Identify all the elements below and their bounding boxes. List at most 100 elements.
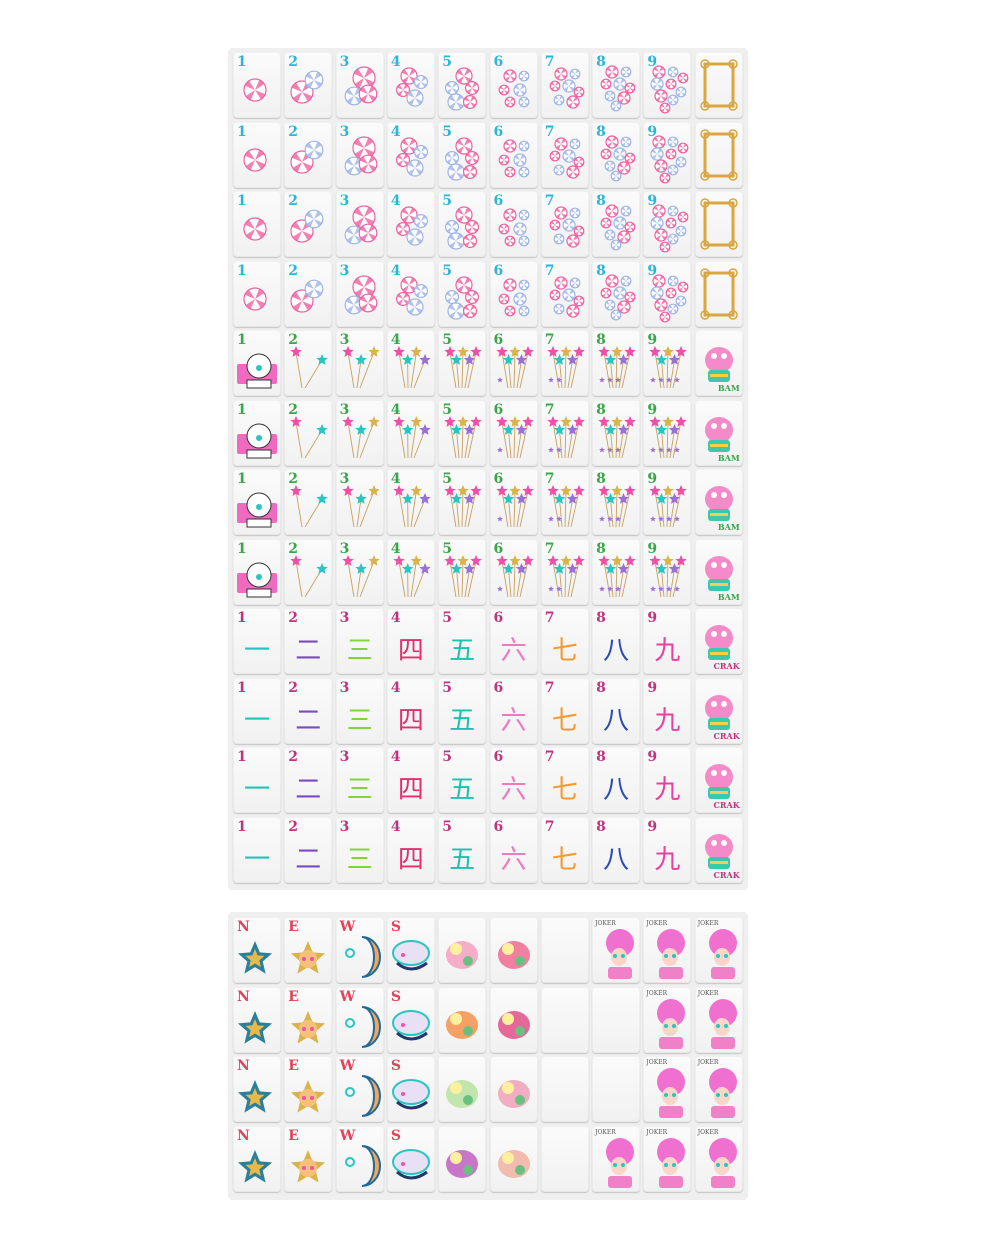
red-dragon-tile: CRAK [694, 677, 743, 744]
cloud-icon [391, 1079, 430, 1110]
wind-tile: S [386, 1056, 435, 1122]
tile-board-top: 1 2 3 4 5 6 7 8 9 1 2 3 4 5 6 7 8 9 1 2 3 4 5 6 7 8 9 1 2 3 4 5 6 7 8 9 1 2 3 4… [228, 48, 748, 890]
tile-number: 2 [288, 401, 299, 418]
tile-number: 3 [339, 679, 350, 696]
tile-number: 3 [339, 749, 350, 765]
candy-icon [600, 273, 636, 320]
wand-icon [237, 423, 277, 458]
wind-tile: E [284, 1056, 333, 1122]
wind-tile: E [284, 1125, 333, 1192]
crak-character: 四 [397, 775, 424, 805]
tile-number: N [237, 1127, 250, 1144]
dots-tile-8: 8 [592, 191, 641, 257]
crak-character: 九 [654, 636, 681, 666]
joker-tile: JOKER [592, 917, 641, 983]
tile-number: 6 [493, 332, 504, 348]
tile-number: 5 [442, 749, 452, 765]
joker-lady-icon [657, 1068, 686, 1118]
red-dragon-tile: CRAK [694, 816, 743, 883]
bams-tile-7: 7 [540, 330, 589, 396]
wand-icon [290, 554, 328, 597]
dots-tile-9: 9 [643, 260, 692, 327]
dots-tile-1: 1 [233, 191, 281, 257]
bams-tile-7: 7 [540, 469, 589, 535]
tile-number: 8 [596, 123, 606, 140]
tile-number: 7 [544, 540, 555, 557]
candy-icon [445, 206, 480, 250]
dragon-icon [704, 764, 733, 799]
joker-lady-icon [708, 929, 737, 979]
tile-number: 4 [390, 540, 401, 557]
crak-character: 五 [449, 775, 476, 805]
tile-number: 7 [544, 749, 555, 765]
tile-number: 1 [237, 679, 247, 696]
joker-tile: JOKER [694, 986, 743, 1053]
wand-icon [598, 415, 636, 458]
flower-icon [446, 1149, 479, 1178]
wand-icon [649, 346, 688, 389]
tile-number: 7 [544, 262, 555, 279]
tile-number: W [339, 919, 356, 935]
crak-character: 二 [295, 705, 322, 736]
candy-icon [395, 67, 428, 107]
candy-icon [344, 205, 377, 245]
tile-number: 3 [339, 193, 350, 209]
wand-icon [547, 485, 585, 528]
tile-number: 2 [288, 262, 299, 279]
wind-tile: W [335, 986, 384, 1053]
tile-number: 3 [339, 262, 350, 279]
cloud-icon [391, 1009, 430, 1040]
tile-number: 8 [596, 193, 606, 209]
wand-icon [598, 554, 636, 597]
tile-number: E [288, 1127, 299, 1144]
dragon-label: BAM [717, 452, 740, 463]
tile-number: 8 [596, 818, 606, 835]
dragon-icon [704, 555, 733, 591]
bams-tile-8: 8 [592, 469, 641, 535]
green-dragon-tile: BAM [694, 469, 743, 535]
tile-number: 8 [596, 471, 606, 487]
joker-label: JOKER [697, 1128, 719, 1136]
joker-lady-icon [657, 1137, 686, 1188]
crak-character: 八 [603, 705, 630, 736]
wand-icon [444, 415, 482, 458]
candy-icon [290, 209, 324, 243]
flower-tile [489, 1125, 538, 1192]
bams-tile-8: 8 [592, 399, 641, 466]
dots-tile-1: 1 [233, 260, 281, 327]
candy-icon [549, 136, 585, 179]
tile-number: 4 [390, 401, 401, 418]
tile-number: E [288, 919, 299, 935]
tile-number: 9 [647, 471, 658, 487]
bams-tile-1: 1 [233, 330, 281, 396]
flower-tile [438, 917, 487, 983]
tile-number: 5 [442, 262, 452, 279]
wand-icon [444, 554, 482, 597]
dragon-label: CRAK [713, 800, 740, 810]
tile-number: 7 [544, 193, 555, 209]
candy-icon [243, 217, 267, 241]
wind-tile: S [386, 986, 435, 1053]
tile-board-bottom: N E W S JOKER JOKER JOKER N E W S JOKER JOKER N E W S JOK… [228, 912, 748, 1200]
candy-icon [498, 208, 529, 247]
tile-number: 1 [237, 540, 247, 557]
dragon-label: BAM [717, 522, 740, 532]
joker-label: JOKER [646, 1059, 668, 1066]
frame-icon [699, 267, 738, 320]
tile-number: 6 [493, 610, 504, 626]
flower-icon [497, 1149, 530, 1178]
tile-number: 3 [339, 471, 350, 487]
flower-tile [438, 986, 487, 1053]
bams-tile-9: 9 [643, 330, 692, 396]
soap-dragon-tile [694, 121, 743, 188]
crak-character: 三 [346, 636, 373, 666]
tile-number: 4 [390, 262, 401, 279]
